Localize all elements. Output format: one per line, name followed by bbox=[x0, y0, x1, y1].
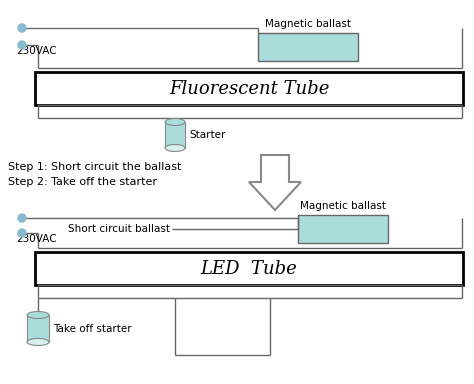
Polygon shape bbox=[249, 155, 301, 210]
Ellipse shape bbox=[165, 119, 185, 126]
Ellipse shape bbox=[165, 144, 185, 152]
Text: Take off starter: Take off starter bbox=[53, 323, 132, 333]
Ellipse shape bbox=[27, 311, 49, 318]
Text: Step 2: Take off the starter: Step 2: Take off the starter bbox=[8, 177, 157, 187]
Bar bbox=[165, 122, 185, 148]
Bar bbox=[35, 252, 463, 285]
Bar bbox=[35, 72, 463, 105]
Bar bbox=[298, 215, 388, 243]
Text: Starter: Starter bbox=[189, 130, 225, 140]
Text: 230VAC: 230VAC bbox=[16, 234, 56, 244]
Text: Fluorescent Tube: Fluorescent Tube bbox=[169, 79, 329, 98]
Text: Step 1: Short circuit the ballast: Step 1: Short circuit the ballast bbox=[8, 162, 182, 172]
Text: Magnetic ballast: Magnetic ballast bbox=[300, 201, 386, 211]
Bar bbox=[27, 315, 49, 342]
Circle shape bbox=[18, 214, 26, 222]
Circle shape bbox=[18, 24, 26, 32]
Text: Short circuit ballast: Short circuit ballast bbox=[68, 224, 170, 234]
Circle shape bbox=[18, 41, 26, 49]
Bar bbox=[258, 33, 358, 61]
Text: LED  Tube: LED Tube bbox=[201, 260, 297, 278]
Text: 230VAC: 230VAC bbox=[16, 46, 56, 56]
Text: Magnetic ballast: Magnetic ballast bbox=[265, 19, 351, 29]
Circle shape bbox=[18, 229, 26, 237]
Ellipse shape bbox=[27, 339, 49, 346]
